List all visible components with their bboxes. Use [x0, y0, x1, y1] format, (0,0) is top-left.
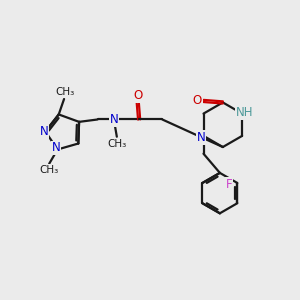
Text: N: N: [52, 142, 60, 154]
Text: NH: NH: [236, 106, 253, 118]
Text: F: F: [226, 178, 232, 191]
Text: CH₃: CH₃: [39, 165, 58, 175]
Text: N: N: [197, 131, 206, 144]
Text: N: N: [110, 113, 118, 126]
Text: O: O: [192, 94, 202, 107]
Text: O: O: [133, 88, 142, 102]
Text: CH₃: CH₃: [55, 88, 74, 98]
Text: CH₃: CH₃: [108, 139, 127, 149]
Text: N: N: [40, 125, 48, 138]
